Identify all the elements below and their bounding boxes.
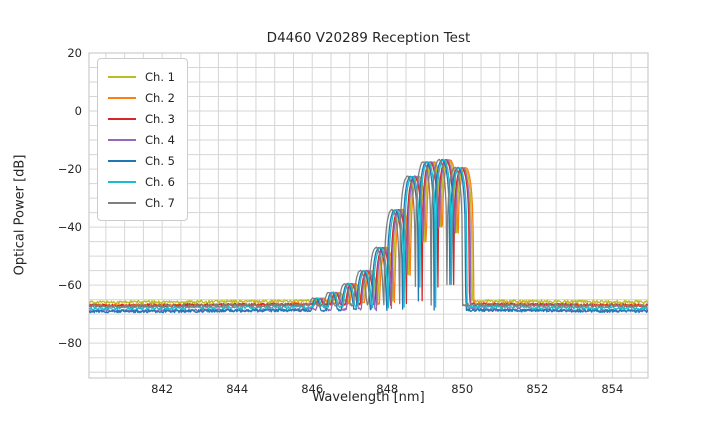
legend-item-ch-7: Ch. 7 xyxy=(108,192,175,213)
legend-label: Ch. 3 xyxy=(145,111,175,126)
legend-item-ch-3: Ch. 3 xyxy=(108,108,175,129)
legend-swatch xyxy=(108,159,136,162)
legend-label: Ch. 5 xyxy=(145,153,175,168)
x-tick-label: 852 xyxy=(526,382,549,396)
legend-item-ch-4: Ch. 4 xyxy=(108,129,175,150)
y-tick-label: −60 xyxy=(57,278,82,293)
legend-swatch xyxy=(108,96,136,99)
legend-item-ch-5: Ch. 5 xyxy=(108,150,175,171)
x-tick-label: 844 xyxy=(226,382,249,396)
x-axis-label: Wavelength [nm] xyxy=(312,390,425,405)
y-tick-label: −80 xyxy=(57,336,82,351)
plot-title: D4460 V20289 Reception Test xyxy=(266,30,471,46)
legend-swatch xyxy=(108,201,136,204)
plot-border xyxy=(88,52,649,379)
legend-label: Ch. 7 xyxy=(145,195,175,210)
y-tick-label: −40 xyxy=(57,220,82,235)
legend-item-ch-6: Ch. 6 xyxy=(108,171,175,192)
legend-item-ch-1: Ch. 1 xyxy=(108,66,175,87)
legend-label: Ch. 6 xyxy=(145,174,175,189)
legend-swatch xyxy=(108,180,136,183)
legend-label: Ch. 2 xyxy=(145,90,175,105)
legend: Ch. 1 Ch. 2 Ch. 3 Ch. 4 Ch. 5 Ch. 6 Ch. 7 xyxy=(97,58,188,221)
y-axis-label: Optical Power [dB] xyxy=(12,154,28,276)
x-tick-label: 846 xyxy=(301,382,324,396)
x-tick-label: 854 xyxy=(601,382,624,396)
x-tick-label: 848 xyxy=(376,382,399,396)
legend-label: Ch. 1 xyxy=(145,69,175,84)
legend-swatch xyxy=(108,138,136,141)
legend-label: Ch. 4 xyxy=(145,132,175,147)
series-line-ch-6 xyxy=(89,158,648,311)
y-tick-label: 20 xyxy=(67,46,82,60)
y-tick-label: −20 xyxy=(57,162,82,177)
series-line-ch-7 xyxy=(89,158,648,309)
series-line-ch-5 xyxy=(89,158,648,314)
legend-swatch xyxy=(108,117,136,120)
legend-swatch xyxy=(108,75,136,78)
x-tick-label: 842 xyxy=(151,382,174,396)
y-tick-label: 0 xyxy=(74,104,82,119)
legend-item-ch-2: Ch. 2 xyxy=(108,87,175,108)
x-tick-label: 850 xyxy=(451,382,474,396)
